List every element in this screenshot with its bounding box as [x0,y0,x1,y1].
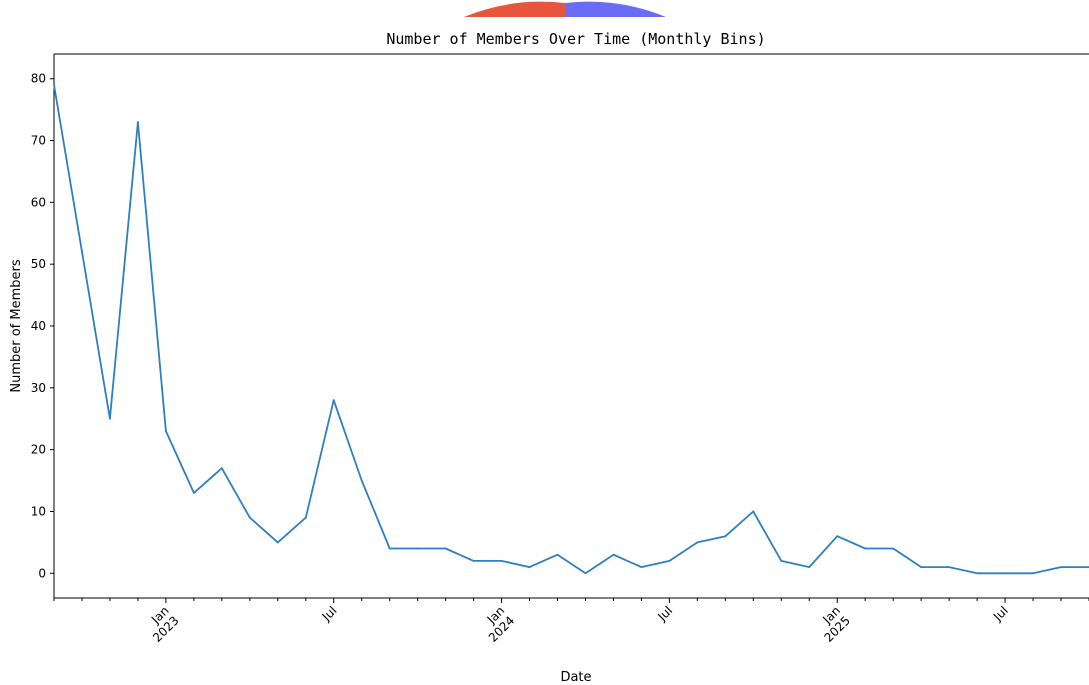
data-point [1060,566,1062,568]
x-tick-label: Jul [654,604,675,625]
data-point [528,566,531,568]
data-point [640,566,643,568]
data-point [780,560,783,562]
y-axis-label: Number of Members [9,259,24,392]
semicircle-right-half [565,1,666,17]
y-tick-label: 50 [31,257,46,271]
y-tick-label: 40 [31,319,46,333]
data-point [1032,572,1034,575]
data-point [668,560,671,562]
data-point [276,541,279,544]
data-point [696,541,699,544]
y-tick-label: 60 [31,195,46,209]
y-tick-label: 80 [31,72,46,86]
data-point [948,566,951,568]
data-point [444,547,447,550]
data-point [612,553,615,556]
data-point [920,566,923,568]
partial-semicircle-decoration [464,1,666,17]
data-point [388,547,391,550]
plot-frame [53,53,1089,599]
data-point [976,572,979,575]
data-point [864,547,867,550]
data-point [81,250,83,253]
data-point [332,399,335,402]
y-axis-ticks: 0 10 20 30 40 50 60 70 80 [31,72,54,580]
y-tick-label: 20 [31,443,46,457]
data-point [416,547,419,550]
data-point [220,467,223,470]
data-point [304,516,307,519]
x-axis-ticks: Jan2023 Jul Jan2024 Jul Jan2025 Jul [53,598,1089,645]
data-point [164,430,167,432]
series-layer [53,84,1089,575]
x-tick-label: Jul [990,604,1011,625]
data-point [752,510,755,513]
x-tick-label-line: Jul [319,604,340,625]
x-tick-label: Jul [319,604,340,625]
data-point [724,535,727,538]
data-point [808,566,811,568]
data-point [192,492,195,494]
data-point [137,121,139,123]
y-tick-label: 10 [31,504,46,518]
semicircle-left-half [464,1,565,17]
data-point [836,535,839,538]
data-point [500,560,503,562]
x-tick-label: Jan2025 [812,604,853,645]
y-tick-label: 30 [31,381,46,395]
x-tick-label-line: Jul [990,604,1011,625]
x-tick-label: Jan2023 [140,604,181,645]
data-point [892,547,895,550]
x-tick-label: Jan2024 [476,604,517,645]
data-point [109,417,111,420]
data-point [1004,572,1006,575]
data-point [248,516,251,519]
data-point [556,553,559,556]
chart-title: Number of Members Over Time (Monthly Bin… [386,30,765,48]
data-point [584,572,587,575]
series-line [53,84,1089,575]
data-point [360,479,363,482]
data-point [472,560,475,562]
x-axis-label: Date [560,670,591,685]
x-tick-label-line: Jul [654,604,675,625]
data-point [53,84,55,86]
y-tick-label: 70 [31,134,46,148]
y-tick-label: 0 [38,566,46,580]
